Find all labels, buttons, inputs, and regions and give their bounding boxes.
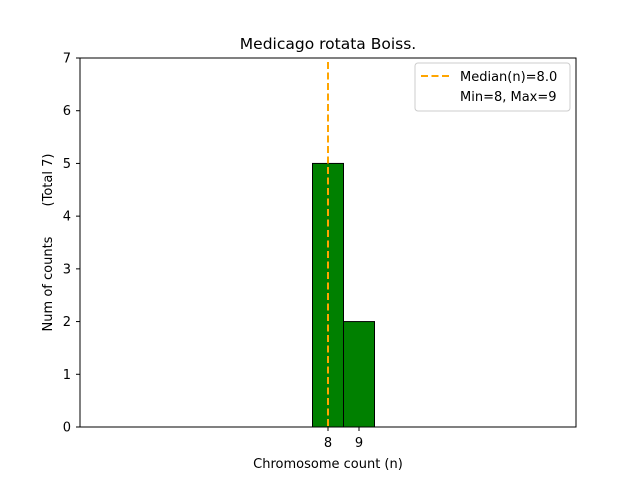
y-axis-label: Num of counts bbox=[41, 236, 56, 331]
y-tick-label: 3 bbox=[63, 262, 71, 277]
y-tick-label: 1 bbox=[63, 368, 71, 383]
legend-entry-median: Median(n)=8.0 bbox=[460, 70, 557, 85]
legend: Median(n)=8.0 Min=8, Max=9 bbox=[414, 62, 571, 112]
y-axis-ticks: 0 1 2 3 4 5 6 7 bbox=[63, 52, 80, 436]
y-tick-label: 5 bbox=[63, 157, 71, 172]
y-tick-label: 4 bbox=[63, 210, 71, 225]
y-tick-label: 0 bbox=[63, 421, 71, 436]
y-axis-total-label: (Total 7) bbox=[41, 154, 56, 207]
y-tick-label: 7 bbox=[63, 52, 71, 67]
legend-entry-min-max: Min=8, Max=9 bbox=[460, 90, 557, 105]
x-tick-label: 8 bbox=[324, 436, 332, 451]
legend-box bbox=[414, 62, 571, 112]
x-tick-label: 9 bbox=[355, 436, 363, 451]
chart-title: Medicago rotata Boiss. bbox=[240, 35, 416, 53]
x-axis-label: Chromosome count (n) bbox=[253, 457, 403, 472]
bar-9 bbox=[343, 321, 375, 428]
bars-layer bbox=[312, 162, 375, 428]
y-tick-label: 6 bbox=[63, 104, 71, 119]
y-tick-label: 2 bbox=[63, 315, 71, 330]
